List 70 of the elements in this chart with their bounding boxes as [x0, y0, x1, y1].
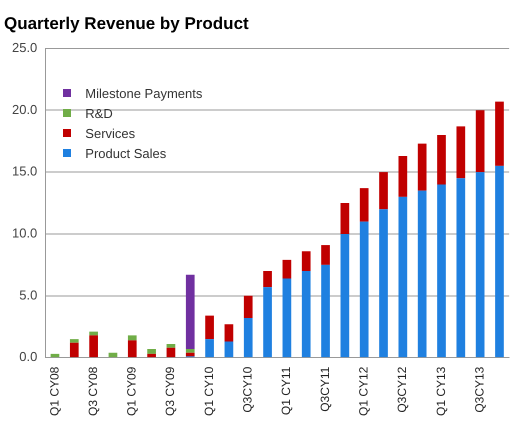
x-tick-label: Q3CY13 [472, 366, 486, 413]
bar [437, 184, 446, 358]
bar [321, 245, 330, 265]
bar [70, 339, 79, 343]
bar [263, 287, 272, 358]
y-tick-label: 5.0 [19, 287, 38, 302]
bar [456, 126, 466, 178]
bar [360, 188, 369, 222]
bar [302, 271, 311, 358]
bar [476, 110, 484, 172]
y-tick-label: 0.0 [19, 349, 38, 364]
y-tick-label: 10.0 [12, 226, 38, 241]
x-tick-label: Q1 CY09 [124, 366, 139, 416]
bar [379, 209, 388, 358]
bar [128, 335, 137, 340]
legend-label: R&D [85, 106, 113, 121]
bar [70, 342, 79, 358]
y-tick-label: 15.0 [12, 164, 38, 179]
bar [456, 178, 466, 358]
bar [263, 271, 272, 288]
legend-label: Services [85, 126, 136, 141]
bar [108, 352, 118, 358]
bar [186, 352, 195, 356]
bar [147, 354, 156, 358]
x-tick-label: Q3CY10 [240, 366, 255, 413]
bar [205, 316, 214, 340]
bar [89, 332, 98, 336]
bar [50, 354, 60, 358]
bar [128, 340, 137, 358]
x-tick-label: Q3 CY09 [163, 366, 178, 416]
x-tick-label: Q3CY12 [395, 366, 410, 413]
legend-label: Product Sales [85, 146, 166, 161]
x-tick-label: Q1 CY13 [434, 366, 448, 416]
y-tick-label: 25.0 [12, 40, 38, 55]
bar [398, 156, 408, 197]
bar [340, 203, 350, 234]
bar [302, 251, 311, 272]
x-tick-label: Q1 CY12 [356, 366, 370, 416]
legend-label: Milestone Payments [85, 86, 202, 101]
bar [186, 348, 195, 353]
bar [244, 296, 253, 318]
bar [418, 144, 427, 191]
x-tick-label: Q1 CY11 [279, 366, 294, 416]
x-tick-label: Q3 CY08 [86, 366, 100, 416]
bar [89, 335, 98, 358]
bar [495, 166, 504, 358]
bar [379, 172, 388, 210]
bar [321, 264, 330, 358]
x-tick-label: Q1 CY10 [202, 366, 216, 416]
bar [282, 278, 292, 358]
bar [186, 274, 195, 349]
bar [398, 196, 408, 358]
x-tick-label: Q3CY11 [318, 366, 332, 412]
bar [418, 190, 427, 358]
x-tick-label: Q1 CY08 [47, 366, 62, 416]
bar [224, 342, 234, 358]
chart-title: Quarterly Revenue by Product [4, 14, 250, 33]
bar [437, 134, 446, 184]
bar [244, 318, 253, 358]
bar [166, 344, 176, 348]
bar [147, 348, 156, 354]
bar [224, 324, 234, 342]
bar [282, 260, 292, 278]
bar [340, 234, 350, 358]
bar [360, 222, 369, 358]
bar [205, 339, 214, 358]
y-tick-label: 20.0 [12, 102, 38, 117]
bar [476, 172, 484, 358]
bar [495, 102, 504, 166]
bar [166, 348, 176, 358]
